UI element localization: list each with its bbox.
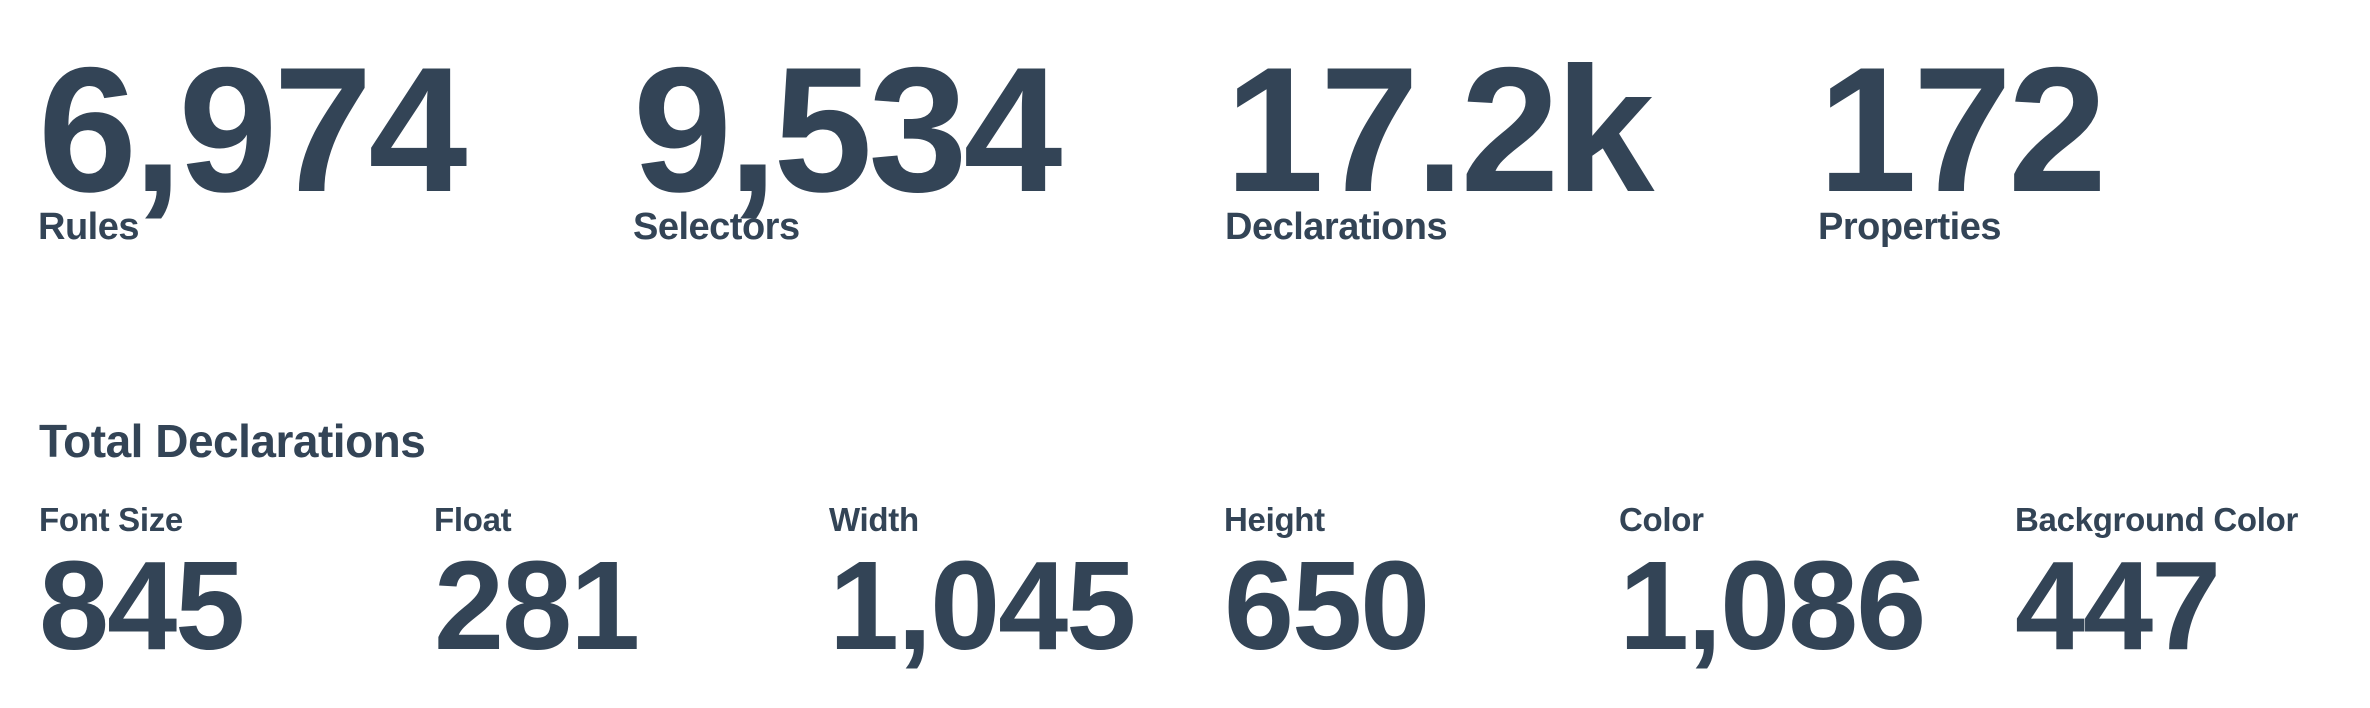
decl-value: 650 [1224, 535, 1430, 676]
stat-label: Properties [1818, 206, 2001, 248]
stat-value: 9,534 [633, 30, 1062, 229]
decl-height: Height 650 [1224, 500, 1430, 676]
decl-value: 1,086 [1619, 535, 1926, 676]
decl-float: Float 281 [434, 500, 640, 676]
stat-selectors: 9,534 Selectors [633, 30, 1062, 249]
stat-value: 6,974 [38, 30, 467, 229]
decl-width: Width 1,045 [829, 500, 1136, 676]
decl-font-size: Font Size 845 [39, 500, 245, 676]
decl-label: Float [434, 501, 512, 538]
decl-label: Height [1224, 501, 1325, 538]
stat-label: Declarations [1225, 206, 1448, 248]
stat-value: 172 [1818, 30, 2107, 229]
decl-color: Color 1,086 [1619, 500, 1926, 676]
decl-background-color: Background Color 447 [2015, 500, 2299, 676]
stat-rules: 6,974 Rules [38, 30, 467, 249]
summary-stats: 6,974 Rules 9,534 Selectors 17.2k Declar… [0, 0, 2370, 260]
decl-label: Font Size [39, 501, 183, 538]
stat-label: Selectors [633, 206, 800, 248]
decl-label: Background Color [2015, 501, 2299, 538]
stat-label: Rules [38, 206, 139, 248]
stat-value: 17.2k [1225, 30, 1654, 229]
decl-value: 845 [39, 535, 245, 676]
stat-properties: 172 Properties [1818, 30, 2107, 249]
decl-value: 1,045 [829, 535, 1136, 676]
decl-value: 447 [2015, 535, 2221, 676]
section-title-total-declarations: Total Declarations [39, 415, 426, 467]
stat-declarations: 17.2k Declarations [1225, 30, 1654, 249]
decl-value: 281 [434, 535, 640, 676]
decl-label: Color [1619, 501, 1704, 538]
decl-label: Width [829, 501, 919, 538]
